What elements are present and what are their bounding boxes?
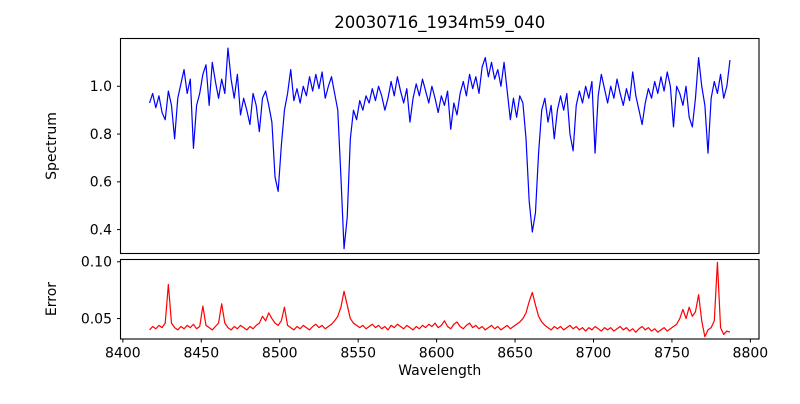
y-tick-label: 0.05 [81,311,112,327]
spectrum-line [148,47,731,250]
x-tick-label: 8400 [105,346,141,362]
x-tick-label: 8650 [497,346,533,362]
top-panel-frame [119,37,760,255]
spectrum-y-ticks: 0.4 0.6 0.8 1.0 [90,79,121,239]
x-tick-label: 8550 [340,346,376,362]
x-tick-label: 8800 [733,346,769,362]
x-tick-label: 8500 [262,346,298,362]
error-line [149,261,731,338]
x-tick-label: 8450 [183,346,219,362]
y-tick-label: 0.4 [90,223,112,239]
y-axis-label-error: Error [44,282,60,316]
chart-title: 20030716_1934m59_040 [334,13,545,33]
x-axis-label: Wavelength [398,363,481,379]
y-tick-label: 0.6 [90,175,112,191]
y-tick-label: 0.10 [81,255,112,271]
bottom-panel-frame [119,258,760,340]
error-y-ticks: 0.05 0.10 [81,255,121,327]
x-tick-label: 8600 [419,346,455,362]
y-axis-label-spectrum: Spectrum [44,112,60,180]
x-tick-label: 8700 [576,346,612,362]
y-tick-label: 0.8 [90,127,112,143]
wavelength-x-ticks: 8400 8450 8500 8550 8600 8650 8700 8750 8800 [105,339,768,362]
y-tick-label: 1.0 [90,79,112,95]
x-tick-label: 8750 [654,346,690,362]
